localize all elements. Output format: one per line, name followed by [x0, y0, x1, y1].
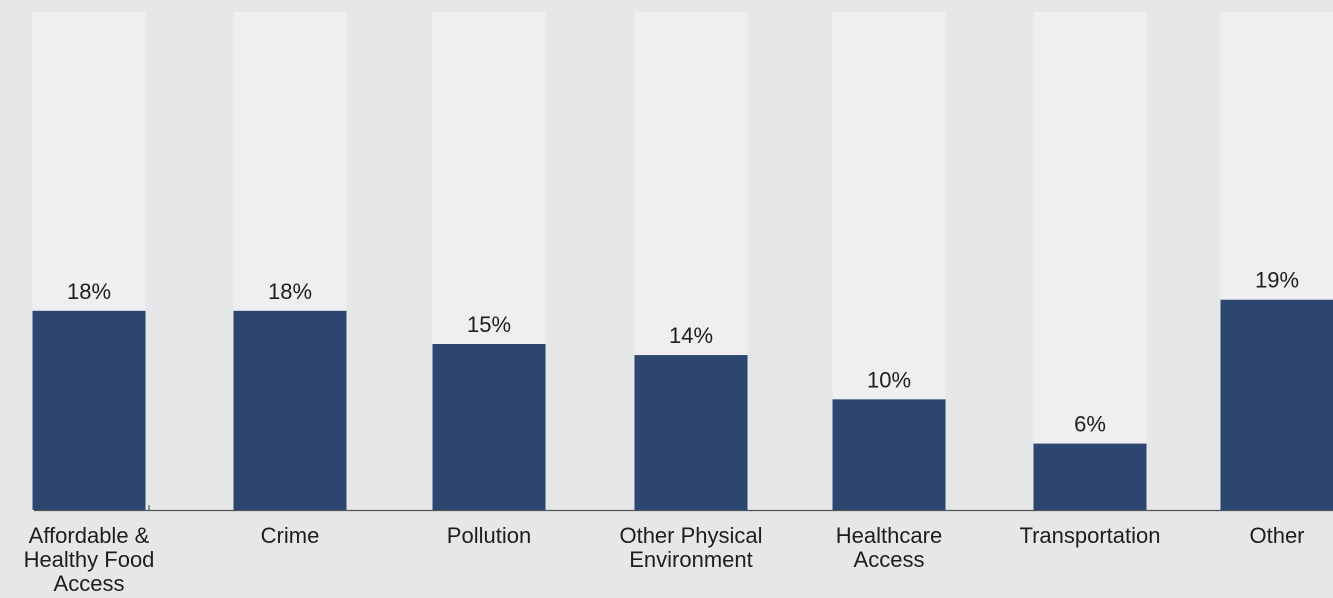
bars — [32, 299, 1333, 510]
bar — [1033, 443, 1147, 510]
category-label-line: Access — [854, 547, 925, 572]
bar-value-label: 10% — [867, 367, 911, 392]
category-label-line: Other Physical — [619, 523, 762, 548]
bar-value-label: 18% — [268, 279, 312, 304]
category-label-line: Crime — [261, 523, 320, 548]
category-label: Transportation — [1019, 523, 1160, 548]
bar — [1220, 299, 1333, 510]
bar-value-label: 6% — [1074, 412, 1106, 437]
category-label: Other Physical Environment — [619, 523, 762, 572]
bar — [233, 310, 347, 510]
category-label: Other — [1249, 523, 1304, 548]
category-label-line: Pollution — [447, 523, 531, 548]
bar-value-label: 19% — [1255, 268, 1299, 293]
bar — [432, 344, 546, 510]
category-label: Pollution — [447, 523, 531, 548]
category-label: Crime — [261, 523, 320, 548]
bar — [634, 355, 748, 510]
category-label-line: Healthcare — [836, 523, 942, 548]
category-label-line: Transportation — [1019, 523, 1160, 548]
category-label-line: Affordable & — [29, 523, 150, 548]
value-labels: 18% 18% 15% 14% 10% 6% 19% — [67, 268, 1299, 437]
category-label-line: Healthy Food — [24, 547, 155, 572]
bar — [832, 399, 946, 510]
category-label-line: Access — [54, 571, 125, 596]
bar-track — [1033, 12, 1147, 510]
bar-value-label: 15% — [467, 312, 511, 337]
category-label-line: Environment — [629, 547, 753, 572]
bar-value-label: 18% — [67, 279, 111, 304]
bar — [32, 310, 146, 510]
category-label: Affordable & Healthy Food Access — [24, 523, 155, 596]
category-label-line: Other — [1249, 523, 1304, 548]
category-label: Healthcare Access — [836, 523, 942, 572]
bar-value-label: 14% — [669, 323, 713, 348]
